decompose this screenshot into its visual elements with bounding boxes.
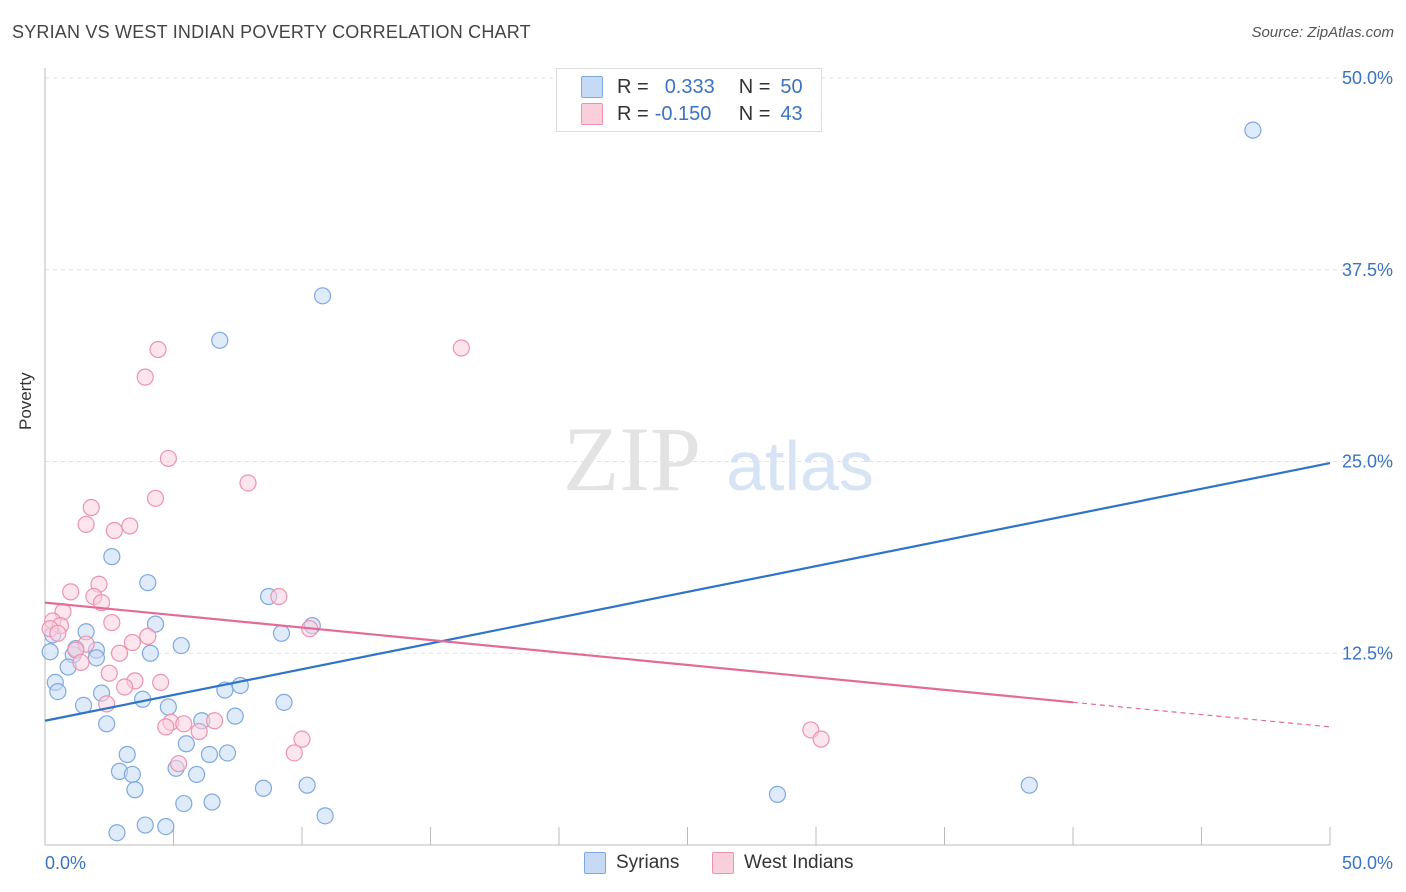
syrian-point — [108, 824, 126, 842]
west-indian-point — [157, 718, 175, 736]
syrian-point — [41, 643, 59, 661]
syrian-point — [226, 707, 244, 725]
x-tick-label: 50.0% — [1342, 853, 1393, 873]
syrian-point — [141, 644, 159, 662]
syrians-trend-line — [44, 461, 1331, 722]
r-label: R = — [617, 102, 649, 125]
west-indian-point — [77, 515, 95, 533]
legend-item-west-indians: West Indians — [712, 852, 853, 874]
syrians-r-value: 0.333 — [664, 75, 715, 98]
correlation-legend: R = 0.333 N = 50 R = -0.150 N = 43 — [556, 68, 822, 132]
watermark-atlas: atlas — [726, 427, 874, 505]
syrian-point — [118, 745, 136, 764]
legend-row-syrians: R = 0.333 N = 50 — [581, 74, 803, 100]
west-indian-point — [116, 678, 134, 696]
legend-label-west-indians: West Indians — [744, 852, 854, 873]
west-indians-trend-extension — [1072, 701, 1331, 728]
y-tick-label: 12.5% — [1342, 643, 1393, 663]
syrian-point — [200, 745, 219, 764]
syrian-point — [175, 794, 193, 813]
y-tick-label: 25.0% — [1342, 452, 1393, 472]
legend-item-syrians: Syrians — [584, 852, 679, 874]
west-indian-point — [152, 673, 170, 691]
west-indian-point — [285, 744, 303, 762]
y-tick-label: 50.0% — [1342, 68, 1393, 88]
west-indian-point — [159, 449, 177, 468]
west-indian-point — [452, 339, 470, 357]
syrian-point — [126, 781, 144, 799]
syrian-point — [188, 765, 206, 784]
y-axis-label: Poverty — [16, 372, 35, 430]
syrian-point — [768, 785, 787, 803]
syrian-point — [123, 765, 141, 784]
syrian-point — [139, 574, 157, 592]
west-indians-swatch — [581, 103, 603, 125]
syrian-point — [136, 816, 154, 834]
syrian-point — [316, 807, 334, 825]
syrian-point — [1244, 121, 1262, 139]
syrian-point — [87, 649, 106, 667]
syrian-point — [313, 287, 332, 305]
west-indians-trend-line — [44, 601, 1074, 704]
syrian-point — [159, 698, 177, 716]
syrian-point — [49, 682, 67, 701]
syrian-point — [272, 624, 291, 642]
watermark-zip: ZIP — [563, 408, 701, 510]
west-indian-point — [812, 730, 830, 748]
west-indian-point — [175, 715, 193, 733]
syrian-point — [172, 636, 190, 655]
syrian-point — [203, 793, 221, 811]
syrian-point — [98, 715, 116, 733]
west-indian-point — [293, 730, 311, 748]
legend-row-west-indians: R = -0.150 N = 43 — [581, 101, 803, 127]
west-indian-point — [105, 521, 123, 540]
syrian-point — [157, 817, 175, 836]
west-indian-point — [239, 474, 257, 492]
west-indians-r-value: -0.150 — [654, 102, 712, 125]
west-indian-point — [190, 722, 208, 741]
chart-title: SYRIAN VS WEST INDIAN POVERTY CORRELATIO… — [12, 22, 531, 42]
n-label: N = — [738, 75, 771, 98]
west-indian-point — [136, 368, 154, 386]
x-tick-label: 0.0% — [45, 853, 86, 873]
west-indian-point — [62, 583, 80, 601]
legend-label-syrians: Syrians — [616, 852, 680, 873]
chart-source: Source: ZipAtlas.com — [1251, 24, 1394, 41]
syrian-point — [218, 744, 237, 762]
syrian-point — [103, 548, 121, 566]
west-indian-point — [146, 489, 165, 507]
west-indian-point — [49, 624, 67, 642]
west-indian-point — [110, 644, 129, 662]
r-label: R = — [617, 75, 649, 98]
west-indian-point — [170, 755, 188, 773]
west-indian-point — [121, 517, 139, 535]
west-indian-point — [270, 587, 288, 606]
west-indian-point — [206, 712, 224, 730]
syrian-point — [1020, 776, 1038, 794]
west-indian-point — [149, 340, 167, 359]
syrians-n-value: 50 — [780, 75, 803, 98]
series-legend: Syrians West Indians — [0, 852, 1406, 878]
syrian-point — [211, 331, 229, 349]
syrian-point — [146, 615, 165, 633]
west-indian-point — [139, 627, 157, 645]
y-tick-label: 37.5% — [1342, 260, 1393, 280]
west-indians-legend-swatch — [712, 852, 734, 874]
west-indian-point — [100, 664, 118, 682]
syrian-point — [177, 735, 195, 753]
syrian-point — [298, 776, 316, 794]
n-label: N = — [738, 102, 771, 125]
syrian-point — [254, 779, 273, 797]
syrians-legend-swatch — [584, 852, 606, 874]
west-indians-n-value: 43 — [780, 102, 803, 125]
syrians-swatch — [581, 76, 603, 98]
west-indian-point — [82, 498, 100, 517]
west-indian-point — [123, 633, 141, 652]
syrian-point — [275, 693, 293, 711]
west-indian-point — [72, 653, 90, 672]
west-indian-point — [103, 613, 121, 632]
